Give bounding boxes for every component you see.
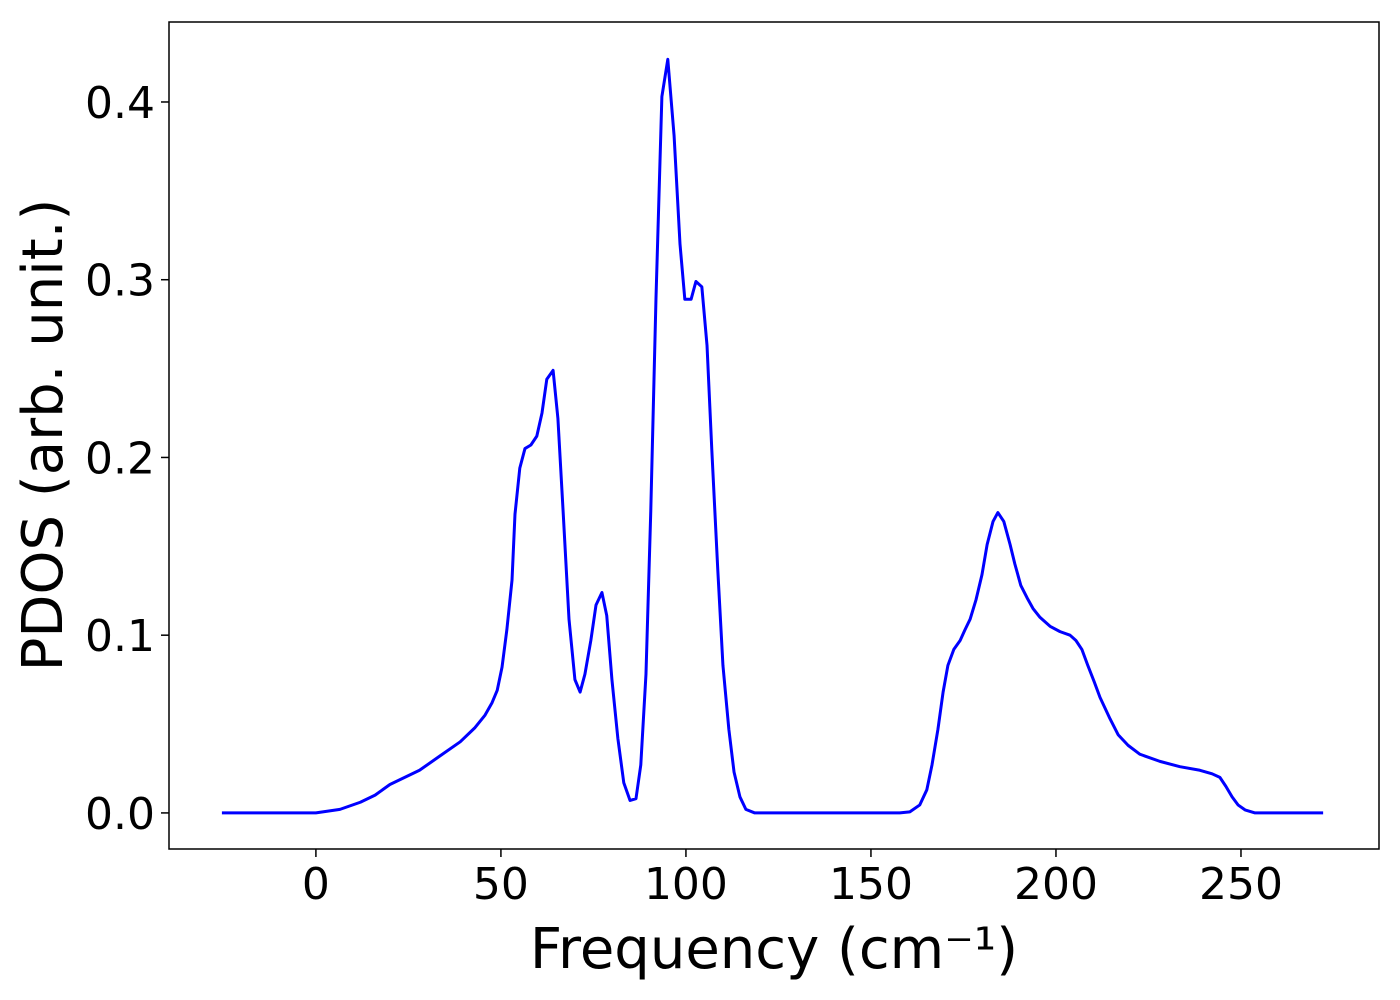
y-tick-label: 0.3 xyxy=(85,256,155,307)
y-axis-label: PDOS (arb. unit.) xyxy=(11,199,76,672)
x-tick-label: 50 xyxy=(473,859,529,910)
x-axis-label: Frequency (cm⁻¹) xyxy=(530,917,1018,982)
y-tick-label: 0.1 xyxy=(85,611,155,662)
x-tick-label: 0 xyxy=(302,859,330,910)
y-tick-label: 0.2 xyxy=(85,433,155,484)
x-tick-label: 150 xyxy=(829,859,913,910)
plot-frame xyxy=(168,21,1380,850)
x-tick-label: 250 xyxy=(1199,859,1283,910)
x-tick-label: 100 xyxy=(644,859,728,910)
x-tick-label: 200 xyxy=(1014,859,1098,910)
data-line xyxy=(221,57,1324,815)
y-tick-label: 0.4 xyxy=(85,78,155,129)
y-tick-label: 0.0 xyxy=(85,789,155,840)
